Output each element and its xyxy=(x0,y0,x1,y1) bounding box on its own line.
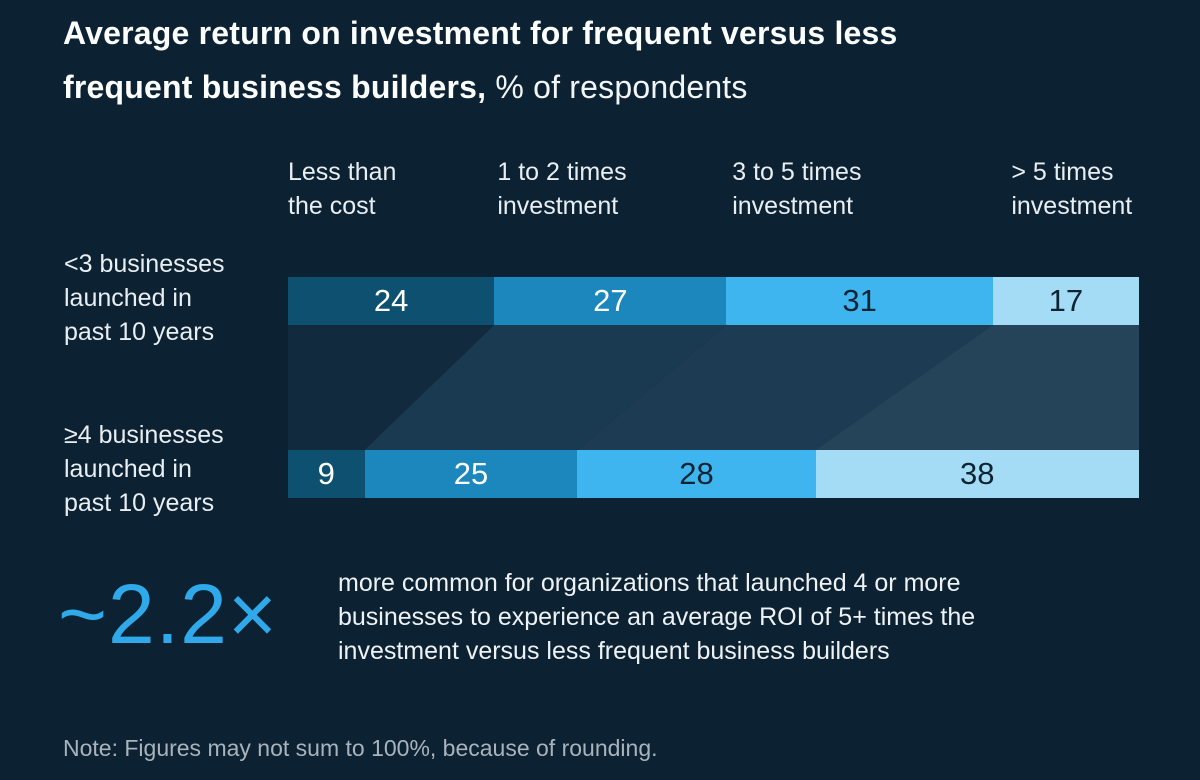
title-bold-text: frequent business builders, xyxy=(63,69,487,105)
footnote: Note: Figures may not sum to 100%, becau… xyxy=(63,735,658,761)
column-header-line: investment xyxy=(497,192,619,220)
column-header-less-than-cost: Less than the cost xyxy=(288,155,396,223)
row-label-line: launched in xyxy=(64,284,192,312)
bar-segment: 17 xyxy=(992,277,1139,325)
flow-band xyxy=(364,325,727,450)
flow-band xyxy=(577,325,993,450)
callout-description-line: more common for organizations that launc… xyxy=(338,569,961,597)
column-header-3-to-5-times: 3 to 5 times investment xyxy=(732,155,861,223)
bar-segment: 24 xyxy=(288,277,495,325)
column-header-line: the cost xyxy=(288,192,376,220)
column-header-1-to-2-times: 1 to 2 times investment xyxy=(497,155,626,223)
title-line-2: frequent business builders, % of respond… xyxy=(63,60,898,114)
column-header-line: investment xyxy=(732,192,854,220)
row-label-line: <3 businesses xyxy=(64,250,225,278)
bar-row-top: 24 27 31 17 xyxy=(288,277,1139,325)
column-header-line: 3 to 5 times xyxy=(732,158,862,186)
bar-row-bottom: 9 25 28 38 xyxy=(288,450,1139,498)
column-header-line: > 5 times xyxy=(1011,158,1114,186)
row-label-line: launched in xyxy=(64,455,192,483)
row-label-line: ≥4 businesses xyxy=(64,421,224,449)
bar-segment: 31 xyxy=(726,277,993,325)
chart-title: Average return on investment for frequen… xyxy=(63,6,898,114)
row-label-line: past 10 years xyxy=(64,489,215,517)
callout-multiplier: ~2.2× xyxy=(58,567,278,661)
callout-description-line: businesses to experience an average ROI … xyxy=(338,603,976,631)
flow-band xyxy=(288,325,495,450)
bar-segment: 28 xyxy=(577,450,816,498)
bar-segment: 38 xyxy=(815,450,1139,498)
column-header-over-5-times: > 5 times investment xyxy=(1011,155,1132,223)
column-header-line: Less than xyxy=(288,158,397,186)
row-label-less-than-3-businesses: <3 businesses launched in past 10 years xyxy=(64,247,294,349)
row-label-line: past 10 years xyxy=(64,318,215,346)
bar-segment: 9 xyxy=(288,450,365,498)
bar-segment: 27 xyxy=(494,277,727,325)
callout-description: more common for organizations that launc… xyxy=(338,566,975,668)
title-line-1: Average return on investment for frequen… xyxy=(63,6,898,60)
column-headers: Less than the cost 1 to 2 times investme… xyxy=(288,155,1139,227)
callout-description-line: investment versus less frequent business… xyxy=(338,637,890,665)
column-header-line: investment xyxy=(1011,192,1133,220)
column-header-line: 1 to 2 times xyxy=(497,158,627,186)
title-subtitle-text: % of respondents xyxy=(486,69,748,105)
flow-connector xyxy=(288,325,1139,450)
bar-plot: 24 27 31 17 9 25 28 38 xyxy=(288,277,1139,498)
flow-band xyxy=(815,325,1139,450)
title-bold-text: Average return on investment for frequen… xyxy=(63,15,898,51)
bar-segment: 25 xyxy=(364,450,578,498)
row-label-4-or-more-businesses: ≥4 businesses launched in past 10 years xyxy=(64,418,294,520)
